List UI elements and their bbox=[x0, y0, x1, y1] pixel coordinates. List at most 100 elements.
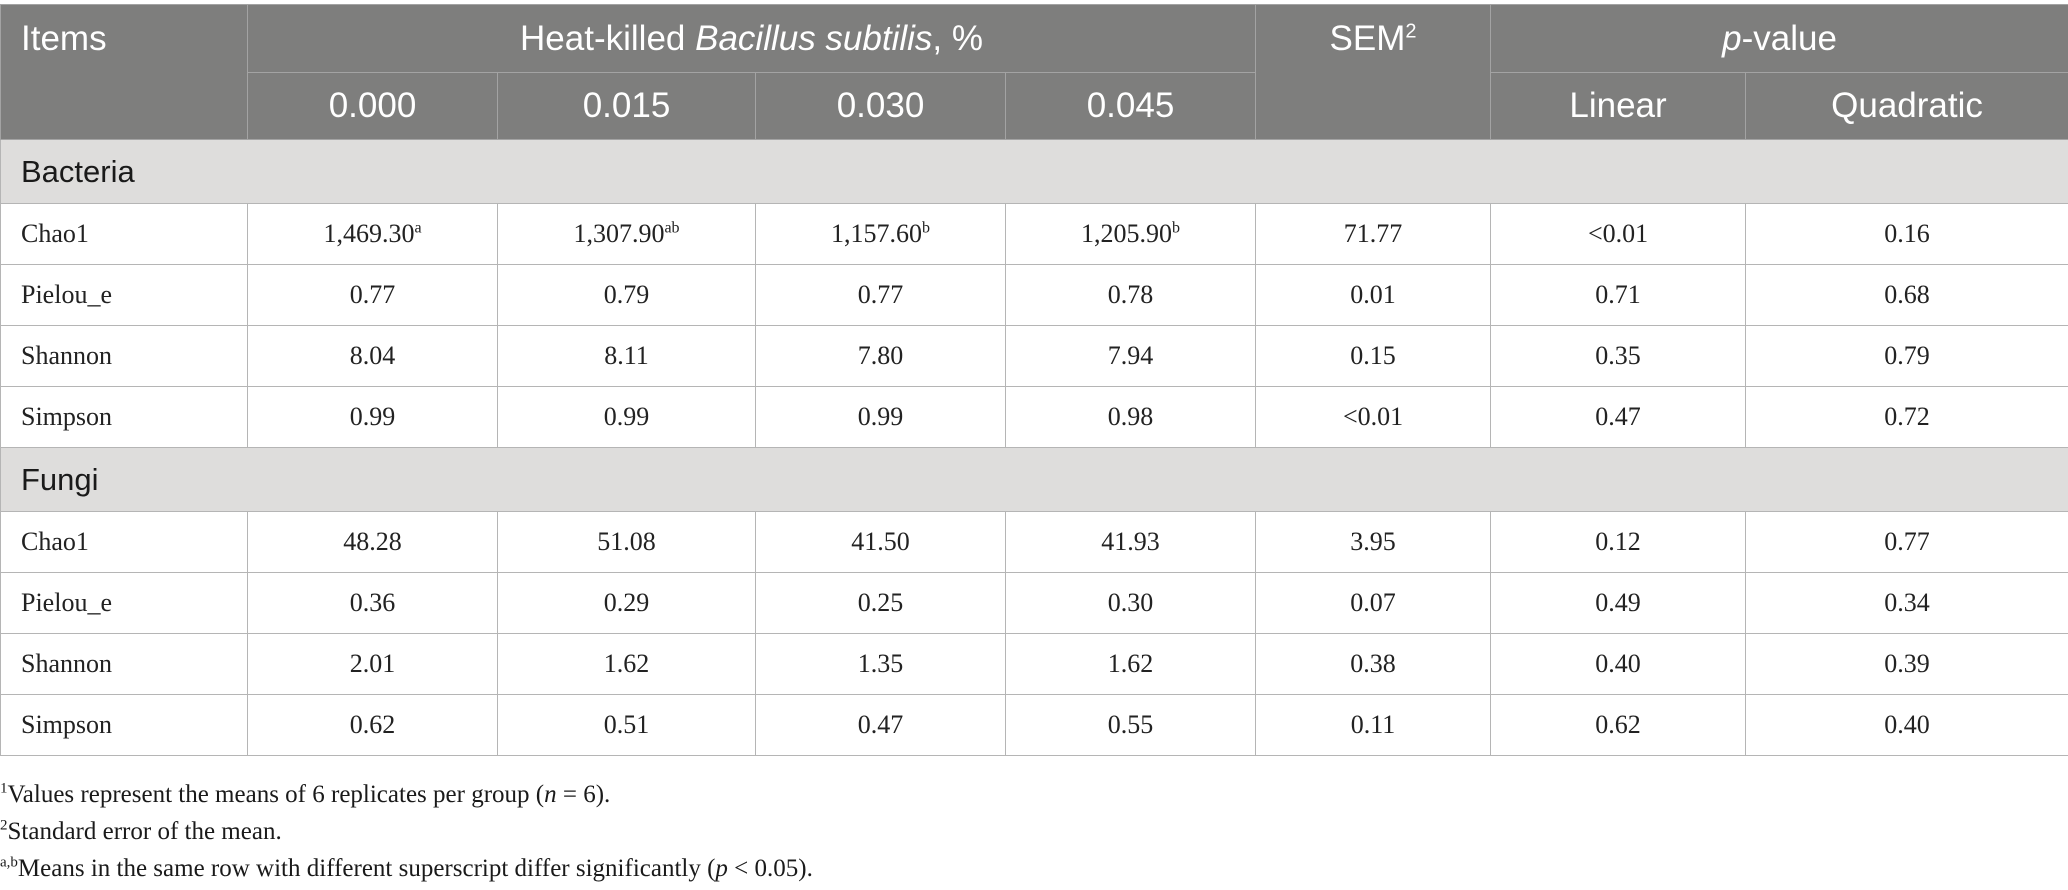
value-cell: 2.01 bbox=[247, 633, 498, 695]
value-text: 7.80 bbox=[857, 341, 904, 370]
sem-cell: 0.15 bbox=[1255, 325, 1492, 387]
value-cell: 8.11 bbox=[497, 325, 756, 387]
value-text: 51.08 bbox=[597, 527, 656, 556]
table-row: Simpson 0.99 0.99 0.99 0.98 <0.01 0.47 0.72 bbox=[0, 386, 2068, 448]
footnote-marker: 1 bbox=[0, 780, 8, 797]
value-cell: 48.28 bbox=[247, 511, 498, 573]
value-text: 0.51 bbox=[603, 710, 650, 739]
quadratic-pvalue-cell: 0.34 bbox=[1745, 572, 2068, 634]
dose-header: 0.045 bbox=[1004, 72, 1257, 140]
value-text: 0.99 bbox=[349, 402, 396, 431]
value-cell: 7.94 bbox=[1004, 325, 1257, 387]
row-label: Shannon bbox=[0, 633, 248, 695]
value-text: 0.29 bbox=[603, 588, 650, 617]
value-cell: 1.35 bbox=[755, 633, 1006, 695]
footnote-text: Values represent the means of 6 replicat… bbox=[7, 781, 545, 808]
footnote-text: < 0.05). bbox=[727, 855, 813, 882]
value-text: 0.36 bbox=[349, 588, 396, 617]
sem-cell: 0.01 bbox=[1255, 264, 1492, 326]
sem-cell: 0.38 bbox=[1255, 633, 1492, 695]
species-name: Bacillus subtilis bbox=[695, 18, 933, 58]
footnote-text: Means in the same row with different sup… bbox=[17, 855, 716, 882]
value-cell: 0.77 bbox=[755, 264, 1006, 326]
value-text: 0.79 bbox=[603, 280, 650, 309]
significance-superscript: ab bbox=[664, 219, 680, 237]
section-row: Bacteria bbox=[0, 139, 2068, 204]
quadratic-header: Quadratic bbox=[1745, 72, 2068, 140]
value-text: 1.62 bbox=[1107, 649, 1154, 678]
significance-superscript: b bbox=[922, 219, 930, 237]
section-title: Fungi bbox=[0, 447, 2068, 512]
value-cell: 41.93 bbox=[1004, 511, 1257, 573]
row-label: Pielou_e bbox=[0, 264, 248, 326]
value-cell: 0.99 bbox=[247, 386, 498, 448]
value-text: 8.04 bbox=[349, 341, 396, 370]
footnote: 1Values represent the means of 6 replica… bbox=[0, 776, 813, 813]
dose-header: 0.000 bbox=[247, 72, 498, 140]
table-row: Shannon 2.01 1.62 1.35 1.62 0.38 0.40 0.39 bbox=[0, 633, 2068, 695]
value-text: 8.11 bbox=[604, 341, 649, 370]
footnote: 2Standard error of the mean. bbox=[0, 813, 813, 850]
sem-footnote-marker: 2 bbox=[1405, 20, 1417, 43]
row-label: Simpson bbox=[0, 694, 248, 756]
value-text: 1,157.60 bbox=[831, 219, 922, 248]
value-cell: 1,157.60b bbox=[755, 203, 1006, 265]
value-cell: 0.98 bbox=[1004, 386, 1257, 448]
group-suffix: , % bbox=[932, 18, 983, 58]
footnote-marker: a,b bbox=[0, 854, 18, 871]
value-text: 0.25 bbox=[857, 588, 904, 617]
value-text: 1.62 bbox=[603, 649, 650, 678]
value-cell: 0.51 bbox=[497, 694, 756, 756]
table-row: Chao1 48.28 51.08 41.50 41.93 3.95 0.12 0.77 bbox=[0, 511, 2068, 573]
value-cell: 8.04 bbox=[247, 325, 498, 387]
value-cell: 0.25 bbox=[755, 572, 1006, 634]
table-row: Chao1 1,469.30a 1,307.90ab 1,157.60b 1,205.9… bbox=[0, 203, 2068, 265]
sem-cell: 71.77 bbox=[1255, 203, 1492, 265]
row-label: Chao1 bbox=[0, 511, 248, 573]
value-cell: 0.36 bbox=[247, 572, 498, 634]
value-text: 2.01 bbox=[349, 649, 396, 678]
linear-pvalue-cell: <0.01 bbox=[1490, 203, 1747, 265]
value-text: 1,469.30 bbox=[323, 219, 415, 248]
footnotes: 1Values represent the means of 6 replica… bbox=[0, 776, 813, 887]
table-row: Simpson 0.62 0.51 0.47 0.55 0.11 0.62 0.40 bbox=[0, 694, 2068, 756]
sem-cell: 0.07 bbox=[1255, 572, 1492, 634]
value-text: 1,205.90 bbox=[1081, 219, 1173, 248]
value-cell: 51.08 bbox=[497, 511, 756, 573]
footnote-text: p bbox=[715, 855, 728, 882]
quadratic-pvalue-cell: 0.16 bbox=[1745, 203, 2068, 265]
value-text: 0.47 bbox=[857, 710, 904, 739]
value-text: 41.50 bbox=[851, 527, 910, 556]
value-text: 0.30 bbox=[1107, 588, 1154, 617]
linear-pvalue-cell: 0.71 bbox=[1490, 264, 1747, 326]
diversity-table: Items Heat-killed Bacillus subtilis, % S… bbox=[0, 4, 2068, 756]
items-header: Items bbox=[0, 4, 248, 140]
value-cell: 0.30 bbox=[1004, 572, 1257, 634]
value-cell: 0.77 bbox=[247, 264, 498, 326]
value-cell: 7.80 bbox=[755, 325, 1006, 387]
value-cell: 1.62 bbox=[497, 633, 756, 695]
value-cell: 41.50 bbox=[755, 511, 1006, 573]
value-text: 48.28 bbox=[343, 527, 402, 556]
table-body: Bacteria Chao1 1,469.30a 1,307.90ab 1,157.60… bbox=[0, 139, 2068, 756]
treatment-group-header: Heat-killed Bacillus subtilis, % bbox=[246, 4, 1257, 73]
footnote-marker: 2 bbox=[0, 817, 8, 834]
sem-header: SEM2 bbox=[1255, 4, 1492, 140]
value-text: 0.99 bbox=[857, 402, 904, 431]
value-text: 1,307.90 bbox=[573, 219, 665, 248]
section-row: Fungi bbox=[0, 447, 2068, 512]
footnote-text: n bbox=[544, 781, 557, 808]
value-text: 0.78 bbox=[1107, 280, 1154, 309]
footnote-text: Standard error of the mean. bbox=[7, 818, 282, 845]
value-cell: 0.79 bbox=[497, 264, 756, 326]
value-text: 7.94 bbox=[1107, 341, 1154, 370]
sem-cell: 3.95 bbox=[1255, 511, 1492, 573]
quadratic-pvalue-cell: 0.72 bbox=[1745, 386, 2068, 448]
value-text: 0.98 bbox=[1107, 402, 1154, 431]
dose-header: 0.030 bbox=[755, 72, 1006, 140]
value-text: 41.93 bbox=[1101, 527, 1160, 556]
value-cell: 0.47 bbox=[755, 694, 1006, 756]
quadratic-pvalue-cell: 0.39 bbox=[1745, 633, 2068, 695]
row-label: Pielou_e bbox=[0, 572, 248, 634]
